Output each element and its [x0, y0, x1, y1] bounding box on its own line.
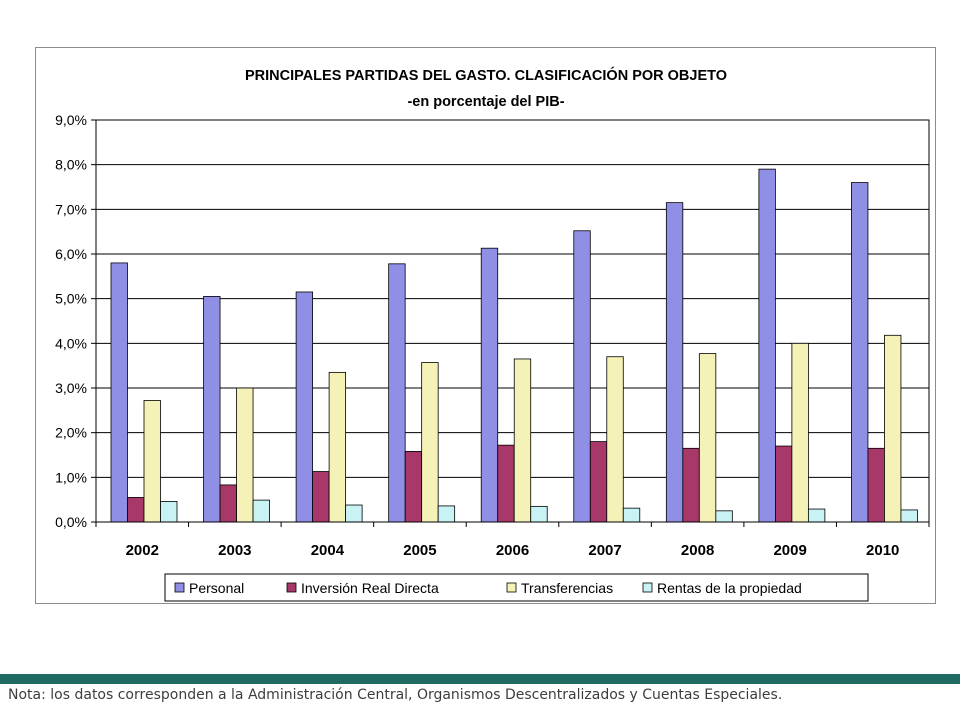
- bars: [110, 168, 918, 523]
- legend-label: Personal: [189, 580, 244, 596]
- legend: Personal Inversión Real Directa Transferen…: [164, 573, 869, 602]
- bar-transferencias-2007: [606, 356, 624, 523]
- legend-label: Inversión Real Directa: [301, 580, 439, 596]
- y-tick-label: 7,0%: [55, 201, 87, 217]
- bar-inversi-n-real-directa-2007: [589, 441, 608, 523]
- x-tick-label: 2005: [403, 542, 436, 559]
- legend-swatch: [642, 582, 653, 593]
- chart-frame: PRINCIPALES PARTIDAS DEL GASTO. CLASIFIC…: [35, 47, 936, 604]
- x-tick-label: 2002: [126, 542, 159, 559]
- bar-transferencias-2005: [421, 362, 439, 523]
- bar-transferencias-2009: [791, 342, 809, 523]
- y-tick-label: 1,0%: [55, 469, 87, 485]
- y-tick-label: 8,0%: [55, 157, 87, 173]
- bar-personal-2006: [480, 247, 499, 523]
- bar-personal-2004: [295, 291, 314, 523]
- bar-transferencias-2010: [884, 334, 902, 523]
- accent-bar: [0, 674, 960, 684]
- y-tick-label: 5,0%: [55, 291, 87, 307]
- bar-inversi-n-real-directa-2003: [219, 484, 237, 523]
- bar-inversi-n-real-directa-2010: [867, 447, 885, 523]
- x-tick-label: 2003: [218, 542, 251, 559]
- bar-personal-2002: [110, 262, 128, 523]
- y-tick-label: 2,0%: [55, 425, 87, 441]
- bar-transferencias-2006: [513, 358, 532, 523]
- bar-inversi-n-real-directa-2005: [404, 451, 423, 523]
- y-tick-label: 3,0%: [55, 380, 87, 396]
- x-tick-label: 2007: [588, 542, 621, 559]
- x-tick-label: 2008: [681, 542, 714, 559]
- x-tick-label: 2009: [773, 542, 806, 559]
- x-tick-label: 2004: [311, 542, 345, 559]
- bar-rentas-de-la-propiedad-2010: [900, 509, 918, 523]
- bar-rentas-de-la-propiedad-2002: [160, 501, 178, 523]
- bar-personal-2007: [573, 230, 591, 523]
- bar-rentas-de-la-propiedad-2009: [807, 508, 826, 523]
- legend-swatch: [286, 582, 297, 593]
- legend-label: Rentas de la propiedad: [657, 580, 802, 596]
- bar-transferencias-2008: [698, 353, 717, 523]
- bar-inversi-n-real-directa-2008: [682, 447, 700, 523]
- chart-title: PRINCIPALES PARTIDAS DEL GASTO. CLASIFIC…: [245, 66, 727, 84]
- bar-chart: PRINCIPALES PARTIDAS DEL GASTO. CLASIFIC…: [55, 66, 930, 602]
- y-tick-label: 6,0%: [55, 246, 87, 262]
- x-tick-label: 2010: [866, 542, 899, 559]
- chart-subtitle: -en porcentaje del PIB-: [407, 94, 564, 110]
- bar-rentas-de-la-propiedad-2005: [437, 505, 456, 523]
- bar-personal-2009: [758, 168, 776, 523]
- bar-inversi-n-real-directa-2009: [774, 445, 793, 523]
- bar-transferencias-2002: [143, 400, 161, 523]
- bar-rentas-de-la-propiedad-2003: [252, 499, 270, 523]
- bar-personal-2005: [388, 263, 406, 523]
- bar-inversi-n-real-directa-2006: [497, 444, 515, 523]
- legend-box: [164, 573, 869, 602]
- x-tick-label: 2006: [496, 542, 529, 559]
- bar-personal-2008: [665, 202, 684, 523]
- y-tick-label: 9,0%: [55, 112, 87, 128]
- bar-rentas-de-la-propiedad-2008: [715, 510, 733, 523]
- legend-label: Transferencias: [521, 580, 613, 596]
- y-tick-label: 0,0%: [55, 514, 87, 530]
- axes: 0,0% 1,0% 2,0% 3,0% 4,0% 5,0% 6,0% 7,0% 8,0% 9,0%…: [55, 112, 930, 559]
- footnote: Nota: los datos corresponden a la Admini…: [8, 687, 783, 703]
- plot-area: [95, 119, 930, 523]
- y-tick-label: 4,0%: [55, 335, 87, 351]
- bar-rentas-de-la-propiedad-2007: [622, 507, 641, 523]
- legend-swatch: [174, 582, 185, 593]
- bar-rentas-de-la-propiedad-2006: [530, 505, 548, 523]
- bar-inversi-n-real-directa-2002: [127, 497, 145, 523]
- bar-transferencias-2004: [328, 371, 347, 523]
- bar-personal-2010: [851, 182, 869, 523]
- bar-rentas-de-la-propiedad-2004: [345, 504, 363, 523]
- bar-personal-2003: [203, 296, 221, 523]
- bar-inversi-n-real-directa-2004: [312, 471, 330, 523]
- legend-swatch: [506, 582, 517, 593]
- bar-transferencias-2003: [236, 387, 254, 523]
